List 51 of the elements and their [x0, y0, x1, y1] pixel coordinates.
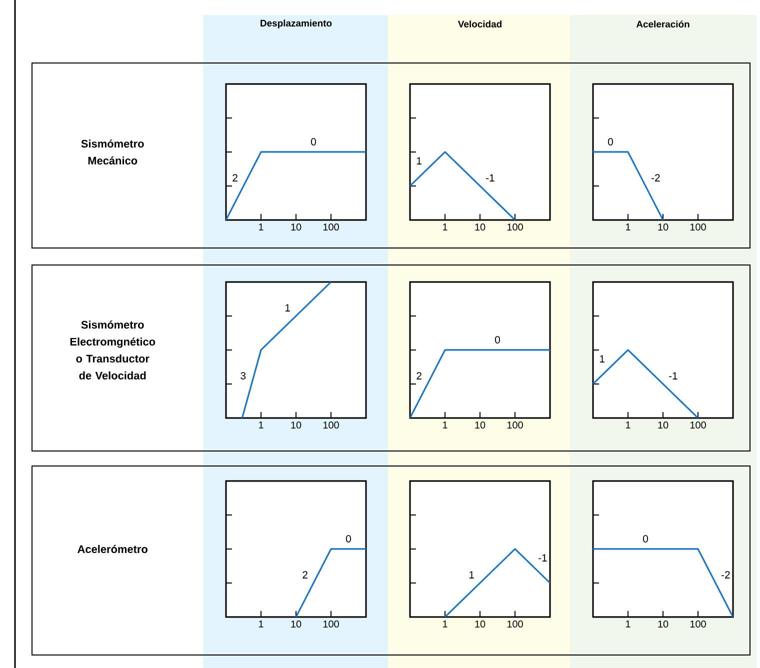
annotation: 1 — [469, 571, 474, 578]
x-tick-label: 100 — [507, 422, 523, 429]
annotation: -1 — [486, 174, 494, 182]
x-tick-label: 10 — [291, 224, 302, 231]
chart-title: Desplazamiento — [260, 20, 332, 28]
annotation: -1 — [538, 554, 547, 562]
annotation: 1 — [285, 304, 290, 312]
x-tick-label: 10 — [291, 620, 302, 628]
annotation: 1 — [416, 157, 422, 164]
chart-title: Aceleración — [636, 20, 690, 28]
y-axis-title: Sismómetro Mecánico — [81, 139, 144, 165]
annotation: -2 — [721, 571, 730, 578]
x-tick-label: 1 — [259, 620, 264, 628]
x-tick-label: 10 — [475, 620, 486, 628]
annotation: -2 — [651, 174, 660, 182]
x-tick-label: 10 — [658, 422, 668, 429]
x-tick-label: 100 — [507, 620, 523, 628]
x-tick-label: 1 — [626, 422, 630, 428]
annotation: 1 — [600, 355, 604, 362]
annotation: 2 — [302, 571, 308, 578]
x-tick-label: 10 — [475, 422, 486, 429]
x-tick-label: 10 — [658, 620, 668, 628]
x-tick-label: 1 — [259, 422, 264, 428]
x-tick-label: 1 — [443, 422, 448, 428]
x-tick-label: 10 — [291, 422, 302, 429]
text: 0 — [311, 138, 316, 146]
x-tick-label: 100 — [323, 620, 339, 628]
annotation: 2 — [416, 372, 422, 380]
annotation: 2 — [232, 174, 238, 182]
x-tick-label: 100 — [690, 620, 706, 628]
x-tick-label: 100 — [507, 224, 523, 231]
x-tick-label: 100 — [323, 224, 339, 231]
y-axis-title: Acelerómetro — [78, 544, 148, 554]
x-tick-label: 1 — [259, 223, 264, 230]
text: 0 — [608, 138, 614, 146]
x-tick-label: 1 — [626, 620, 630, 628]
x-tick-label: 10 — [475, 224, 486, 231]
x-tick-label: 100 — [690, 422, 706, 429]
chart-title: Velocidad — [458, 20, 502, 28]
annotation: 3 — [240, 372, 246, 380]
text: 0 — [346, 535, 351, 542]
x-tick-label: 1 — [626, 223, 630, 230]
x-tick-label: 100 — [323, 422, 339, 429]
x-tick-label: 10 — [658, 224, 668, 231]
x-tick-label: 1 — [443, 223, 448, 230]
x-tick-label: 1 — [443, 620, 448, 628]
y-axis-title: Sismómetro Electromgnético o Transductor de Velocidad — [70, 320, 156, 380]
x-tick-label: 100 — [690, 224, 706, 231]
text: 0 — [495, 336, 500, 344]
annotation: -1 — [669, 372, 678, 380]
text: 0 — [643, 535, 648, 542]
